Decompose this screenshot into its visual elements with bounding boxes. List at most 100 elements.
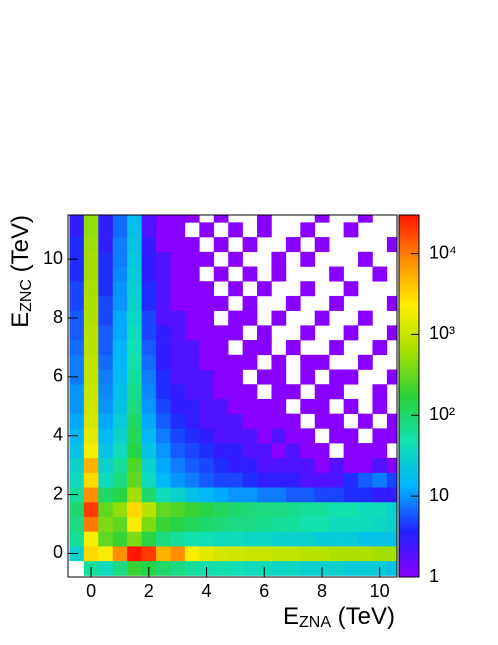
cell bbox=[386, 546, 397, 562]
cell bbox=[170, 531, 186, 547]
cell bbox=[141, 325, 157, 341]
cell bbox=[213, 428, 229, 444]
cell bbox=[285, 413, 301, 429]
cell bbox=[170, 501, 186, 517]
cell bbox=[83, 384, 99, 400]
cell bbox=[141, 413, 157, 429]
cell bbox=[199, 354, 215, 370]
cell bbox=[285, 501, 301, 517]
cell bbox=[141, 472, 157, 488]
cell bbox=[112, 501, 128, 517]
cell bbox=[141, 251, 157, 267]
cell bbox=[213, 237, 229, 253]
cell bbox=[184, 487, 200, 503]
cell bbox=[343, 281, 359, 297]
cell bbox=[112, 516, 128, 532]
cell bbox=[213, 266, 229, 282]
cell bbox=[199, 531, 215, 547]
cell bbox=[83, 215, 99, 223]
cell bbox=[300, 501, 316, 517]
cell bbox=[271, 560, 287, 576]
cell bbox=[358, 546, 373, 562]
cell bbox=[170, 487, 186, 503]
cell bbox=[242, 237, 258, 253]
cell bbox=[329, 472, 344, 488]
cell bbox=[83, 369, 99, 385]
cell bbox=[127, 251, 142, 267]
cell bbox=[242, 310, 258, 326]
cell bbox=[228, 487, 243, 503]
cell bbox=[141, 546, 157, 562]
cell bbox=[141, 266, 157, 282]
cell bbox=[184, 516, 200, 532]
cell bbox=[300, 281, 316, 297]
cell bbox=[156, 340, 171, 356]
cell bbox=[98, 443, 114, 459]
cell bbox=[83, 487, 99, 503]
cell bbox=[83, 472, 99, 488]
cell bbox=[199, 369, 215, 385]
cell bbox=[83, 457, 99, 473]
cell bbox=[184, 472, 200, 488]
z-tick-label: 1 bbox=[429, 566, 439, 586]
cell bbox=[358, 472, 373, 488]
cell bbox=[141, 215, 157, 223]
cell bbox=[112, 443, 128, 459]
cell bbox=[213, 413, 229, 429]
cell bbox=[300, 325, 316, 341]
cell bbox=[386, 501, 397, 517]
cell bbox=[358, 443, 373, 459]
cell bbox=[228, 472, 243, 488]
cell bbox=[285, 531, 301, 547]
cell bbox=[156, 428, 171, 444]
cell bbox=[329, 457, 344, 473]
cell bbox=[69, 531, 85, 547]
cell bbox=[127, 215, 142, 223]
cell bbox=[271, 413, 287, 429]
cell bbox=[372, 340, 388, 356]
cell bbox=[343, 325, 359, 341]
cell bbox=[300, 516, 316, 532]
cell bbox=[184, 413, 200, 429]
cell bbox=[127, 237, 142, 253]
cell bbox=[112, 251, 128, 267]
cell bbox=[112, 325, 128, 341]
cell bbox=[228, 501, 243, 517]
cell bbox=[98, 310, 114, 326]
cell bbox=[156, 531, 171, 547]
cell bbox=[329, 516, 344, 532]
cell bbox=[372, 531, 388, 547]
y-tick-label: 10 bbox=[43, 248, 63, 268]
cell bbox=[112, 457, 128, 473]
cell bbox=[112, 531, 128, 547]
cell bbox=[372, 516, 388, 532]
cell bbox=[300, 546, 316, 562]
cell bbox=[112, 340, 128, 356]
cell bbox=[271, 546, 287, 562]
cell bbox=[314, 384, 330, 400]
cell bbox=[372, 443, 388, 459]
cell bbox=[112, 237, 128, 253]
cell bbox=[98, 428, 114, 444]
cell bbox=[372, 487, 388, 503]
cell bbox=[199, 398, 215, 414]
cell bbox=[141, 237, 157, 253]
cell bbox=[257, 215, 272, 223]
cell bbox=[199, 340, 215, 356]
cell bbox=[127, 531, 142, 547]
cell bbox=[69, 215, 85, 223]
cell bbox=[98, 237, 114, 253]
cell bbox=[83, 428, 99, 444]
cell bbox=[228, 222, 243, 238]
cell bbox=[127, 428, 142, 444]
cell bbox=[127, 398, 142, 414]
cell bbox=[285, 472, 301, 488]
cell bbox=[199, 472, 215, 488]
cell bbox=[285, 516, 301, 532]
cell bbox=[83, 237, 99, 253]
colorbar bbox=[398, 214, 420, 578]
x-tick-label: 8 bbox=[317, 581, 327, 601]
cell bbox=[314, 501, 330, 517]
cell bbox=[83, 443, 99, 459]
cell bbox=[343, 546, 359, 562]
